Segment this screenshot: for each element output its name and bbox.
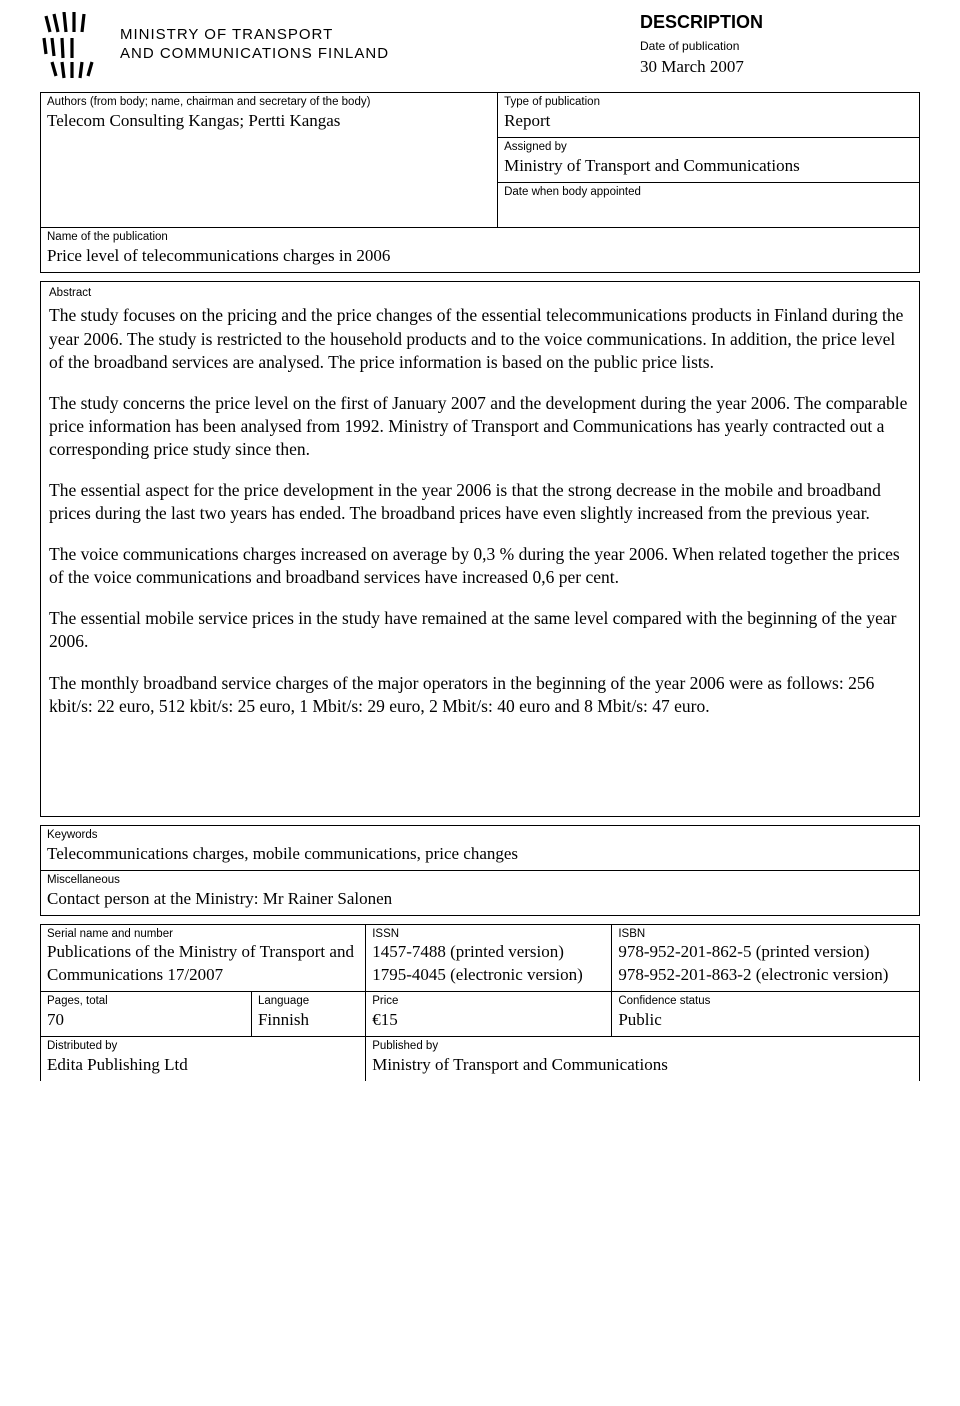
ministry-logo-icon [40,12,108,82]
keywords-box: Keywords Telecommunications charges, mob… [40,825,920,870]
assigned-value: Ministry of Transport and Communications [504,155,913,178]
isbn-line2: 978-952-201-863-2 (electronic version) [618,964,913,987]
issn-line1: 1457-7488 (printed version) [372,941,605,964]
assigned-label: Assigned by [504,140,913,155]
isbn-label: ISBN [618,927,913,942]
abstract-p1: The study focuses on the pricing and the… [49,304,911,373]
date-of-pub-label: Date of publication [640,39,920,53]
description-block: DESCRIPTION Date of publication 30 March… [640,12,920,77]
abstract-p2: The study concerns the price level on th… [49,392,911,461]
price-label: Price [372,994,605,1009]
authors-value: Telecom Consulting Kangas; Pertti Kangas [47,110,491,133]
abstract-p3: The essential aspect for the price devel… [49,479,911,525]
pub-value: Ministry of Transport and Communications [372,1054,913,1077]
abstract-p5: The essential mobile service prices in t… [49,607,911,653]
issn-label: ISSN [372,927,605,942]
keywords-label: Keywords [47,828,913,843]
misc-value: Contact person at the Ministry: Mr Raine… [47,888,913,911]
lang-label: Language [258,994,359,1009]
logo-line2: AND COMMUNICATIONS FINLAND [120,45,389,62]
pubname-value: Price level of telecommunications charge… [47,245,913,268]
serial-value: Publications of the Ministry of Transpor… [47,941,359,987]
lang-value: Finnish [258,1009,359,1032]
type-label: Type of publication [504,95,913,110]
abstract-p4: The voice communications charges increas… [49,543,911,589]
dist-value: Edita Publishing Ltd [47,1054,359,1077]
misc-box: Miscellaneous Contact person at the Mini… [40,870,920,916]
type-value: Report [504,110,913,133]
isbn-line1: 978-952-201-862-5 (printed version) [618,941,913,964]
conf-value: Public [618,1009,913,1032]
pages-label: Pages, total [47,994,245,1009]
footer-table: Serial name and number Publications of t… [40,924,920,1082]
meta-table: Authors (from body; name, chairman and s… [40,92,920,273]
abstract-p6: The monthly broadband service charges of… [49,672,911,718]
appointed-value [504,200,913,223]
dist-label: Distributed by [47,1039,359,1054]
authors-label: Authors (from body; name, chairman and s… [47,95,491,110]
price-value: €15 [372,1009,605,1032]
conf-label: Confidence status [618,994,913,1009]
pages-value: 70 [47,1009,245,1032]
keywords-value: Telecommunications charges, mobile commu… [47,843,913,866]
appointed-label: Date when body appointed [504,185,913,200]
abstract-label: Abstract [49,286,911,301]
pubname-label: Name of the publication [47,230,913,245]
date-of-pub-value: 30 March 2007 [640,57,920,77]
misc-label: Miscellaneous [47,873,913,888]
logo-text: MINISTRY OF TRANSPORT AND COMMUNICATIONS… [120,12,389,64]
serial-label: Serial name and number [47,927,359,942]
pub-label: Published by [372,1039,913,1054]
logo-line1: MINISTRY OF TRANSPORT [120,26,333,43]
header-area: MINISTRY OF TRANSPORT AND COMMUNICATIONS… [40,12,920,82]
doc-type-title: DESCRIPTION [640,12,920,33]
logo-block: MINISTRY OF TRANSPORT AND COMMUNICATIONS… [40,12,640,82]
abstract-box: Abstract The study focuses on the pricin… [40,281,920,817]
issn-line2: 1795-4045 (electronic version) [372,964,605,987]
